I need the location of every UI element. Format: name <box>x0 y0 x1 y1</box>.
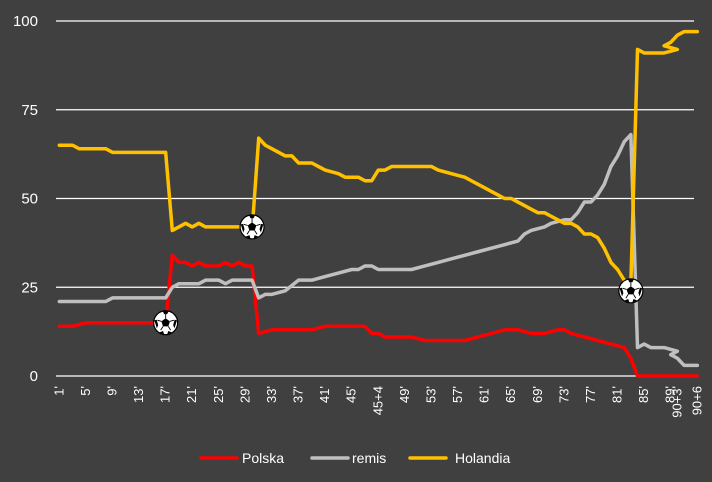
x-tick-label: 73' <box>556 386 571 403</box>
x-tick-label: 89' <box>663 386 678 403</box>
legend-label: remis <box>352 450 386 466</box>
x-tick-label: 17' <box>158 386 173 403</box>
x-tick-label: 61' <box>477 386 492 403</box>
x-tick-label: 5' <box>78 386 93 396</box>
x-tick-label: 33' <box>264 386 279 403</box>
x-axis: 1' 5' 9' 13' 17' 21' 25' 29' 33' 37' 41' 45' 45+4 49'… <box>51 386 704 418</box>
x-tick-label: 81' <box>610 386 625 403</box>
series-line-holandia <box>57 29 700 286</box>
x-tick-label: 41' <box>317 386 332 403</box>
soccer-ball-icon <box>239 214 265 240</box>
x-tick-label: 25' <box>211 386 226 403</box>
gridlines <box>56 20 694 377</box>
legend-item-remis: remis <box>310 450 386 466</box>
legend: Polska remis Holandia <box>199 450 510 466</box>
x-tick-label: 69' <box>530 386 545 403</box>
x-tick-label: 90+6 <box>689 386 704 415</box>
x-tick-label: 9' <box>104 386 119 396</box>
goal-markers <box>153 214 644 336</box>
y-tick-label: 25 <box>21 279 38 296</box>
y-tick-label: 0 <box>30 368 38 385</box>
series-line-polska <box>57 253 700 378</box>
soccer-ball-icon <box>618 278 644 304</box>
x-tick-label: 85' <box>636 386 651 403</box>
y-tick-label: 100 <box>13 13 38 30</box>
x-tick-label: 37' <box>291 386 306 403</box>
legend-item-holandia: Holandia <box>408 450 510 466</box>
x-tick-label: 45' <box>344 386 359 403</box>
x-tick-label: 53' <box>423 386 438 403</box>
x-tick-label: 21' <box>184 386 199 403</box>
y-axis: 0 25 50 75 100 <box>13 13 38 385</box>
x-tick-label: 65' <box>503 386 518 403</box>
x-tick-label: 49' <box>397 386 412 403</box>
legend-label: Holandia <box>455 450 510 466</box>
series-line-remis <box>57 132 700 368</box>
x-tick-label: 57' <box>450 386 465 403</box>
y-tick-label: 50 <box>21 191 38 208</box>
legend-label: Polska <box>242 450 284 466</box>
x-tick-label: 1' <box>51 386 66 396</box>
x-tick-label: 13' <box>131 386 146 403</box>
x-tick-label: 45+4 <box>370 386 385 415</box>
y-tick-label: 75 <box>21 102 38 119</box>
series-lines <box>57 29 700 378</box>
soccer-ball-icon <box>153 310 179 336</box>
legend-item-polska: Polska <box>199 450 284 466</box>
x-tick-label: 29' <box>237 386 252 403</box>
x-tick-label: 77' <box>583 386 598 403</box>
x-tick-label: 90+3' <box>669 386 684 418</box>
